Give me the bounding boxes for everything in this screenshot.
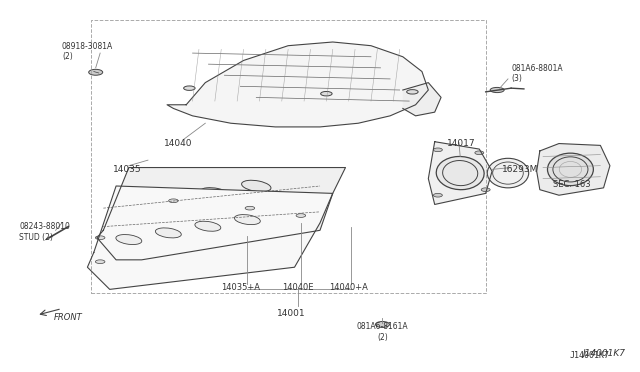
Ellipse shape [406, 90, 418, 94]
Ellipse shape [169, 199, 178, 203]
Text: 14040: 14040 [164, 139, 193, 148]
Ellipse shape [184, 86, 195, 90]
Ellipse shape [245, 206, 255, 210]
Ellipse shape [487, 158, 529, 188]
Text: SEC. 163: SEC. 163 [552, 180, 590, 189]
Text: FRONT: FRONT [54, 312, 83, 321]
Text: 14017: 14017 [447, 139, 476, 148]
Text: 14035: 14035 [113, 165, 141, 174]
Text: 14001: 14001 [277, 309, 306, 318]
Text: J14001K7: J14001K7 [570, 350, 610, 360]
Text: 14040+A: 14040+A [329, 283, 368, 292]
Ellipse shape [475, 151, 484, 155]
Ellipse shape [433, 193, 442, 197]
Ellipse shape [117, 202, 147, 214]
Text: 14035+A: 14035+A [221, 283, 260, 292]
Ellipse shape [89, 69, 102, 75]
Ellipse shape [241, 180, 271, 192]
Text: 14040E: 14040E [282, 283, 314, 292]
Ellipse shape [490, 87, 504, 93]
Ellipse shape [95, 260, 105, 263]
Ellipse shape [95, 236, 105, 240]
Polygon shape [403, 83, 441, 116]
Text: J14001K7: J14001K7 [583, 349, 626, 358]
Ellipse shape [547, 153, 593, 186]
Ellipse shape [200, 187, 230, 199]
Ellipse shape [159, 195, 188, 206]
Polygon shape [167, 42, 428, 127]
Ellipse shape [376, 321, 390, 327]
Ellipse shape [296, 214, 306, 217]
Ellipse shape [116, 234, 142, 244]
Polygon shape [97, 167, 346, 260]
Text: 08918-3081A
(2): 08918-3081A (2) [62, 42, 113, 61]
Polygon shape [537, 144, 610, 195]
Text: 08243-88010
STUD (2): 08243-88010 STUD (2) [19, 222, 70, 242]
Text: 081A6-8161A
(2): 081A6-8161A (2) [356, 322, 408, 341]
Polygon shape [88, 186, 333, 289]
Ellipse shape [321, 92, 332, 96]
Ellipse shape [481, 188, 490, 192]
Text: 16293M: 16293M [502, 165, 538, 174]
Text: 081A6-8801A
(3): 081A6-8801A (3) [511, 64, 563, 83]
Polygon shape [428, 142, 492, 205]
Ellipse shape [436, 157, 484, 190]
Ellipse shape [195, 221, 221, 231]
Ellipse shape [433, 148, 442, 152]
Ellipse shape [234, 215, 260, 225]
Ellipse shape [156, 228, 181, 238]
